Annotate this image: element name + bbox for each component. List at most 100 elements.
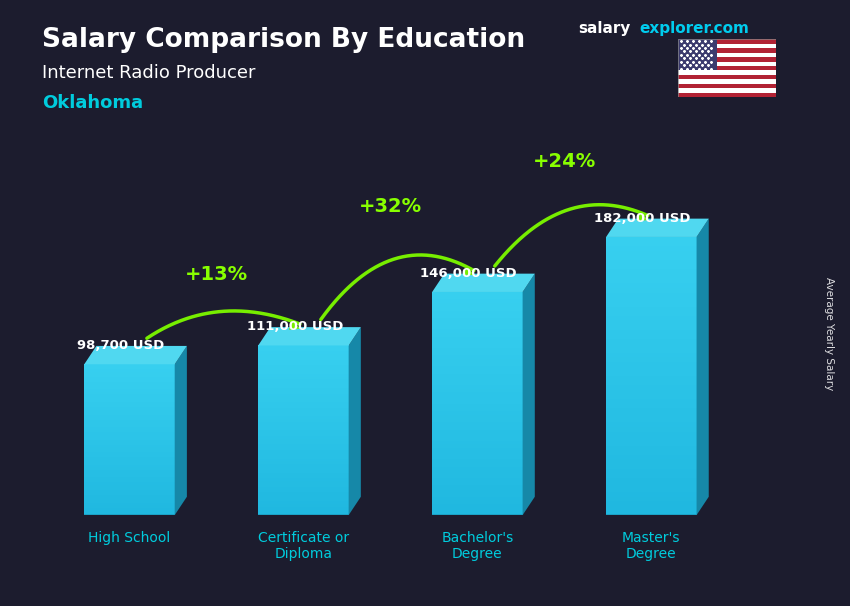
Bar [258,476,348,478]
Bar [432,370,523,374]
Text: +32%: +32% [359,196,422,216]
Bar [606,251,696,256]
Bar [606,330,696,335]
Bar [432,456,523,459]
Text: Internet Radio Producer: Internet Radio Producer [42,64,256,82]
Bar [432,396,523,400]
Bar [432,437,523,441]
Bar [678,39,776,44]
Bar [84,452,175,454]
Bar [84,513,175,515]
Bar [84,447,175,450]
Bar [84,382,175,384]
Bar [84,369,175,372]
Bar [84,404,175,407]
Bar [258,464,348,467]
Bar [258,382,348,385]
Bar [84,487,175,490]
Bar [84,435,175,437]
Bar [258,425,348,427]
Bar [606,237,696,242]
Text: Oklahoma: Oklahoma [42,94,144,112]
Bar [84,407,175,410]
Bar [678,75,776,79]
Bar [258,345,348,348]
Bar [678,53,776,57]
Bar [432,426,523,430]
Bar [432,418,523,422]
Bar [258,413,348,416]
Bar [432,385,523,388]
Bar [432,430,523,433]
Bar [432,459,523,463]
Bar [84,465,175,467]
Bar [606,335,696,339]
Bar [258,427,348,430]
Bar [678,93,776,97]
Bar [606,436,696,441]
Bar [84,458,175,460]
Bar [606,427,696,431]
Bar [258,430,348,433]
Bar [258,359,348,362]
Bar [84,384,175,387]
Bar [432,292,523,296]
Bar [432,336,523,341]
Bar [432,348,523,351]
Polygon shape [258,327,361,345]
Bar [606,390,696,395]
Bar [432,452,523,456]
Bar [432,508,523,511]
Bar [606,325,696,330]
Text: 182,000 USD: 182,000 USD [594,211,691,225]
Bar [432,474,523,478]
Bar [258,416,348,419]
Bar [258,470,348,473]
Bar [84,390,175,392]
Bar [258,447,348,450]
Bar [432,415,523,418]
Bar [258,402,348,405]
Bar [432,329,523,333]
Bar [606,395,696,399]
Bar [606,385,696,390]
Bar [432,441,523,444]
Bar [84,437,175,440]
Bar [84,395,175,397]
Bar [258,444,348,447]
Bar [678,84,776,88]
Bar [606,284,696,288]
Bar [432,470,523,474]
Bar [432,448,523,452]
Bar [258,365,348,368]
Bar [678,66,776,70]
Bar [258,498,348,501]
Bar [258,368,348,371]
Bar [606,487,696,492]
Bar [432,367,523,370]
Bar [258,351,348,354]
Bar [258,357,348,359]
Bar [606,293,696,297]
Bar [432,318,523,322]
Bar [678,79,776,84]
Bar [432,411,523,415]
Bar [606,297,696,302]
Bar [606,422,696,427]
Bar [258,374,348,376]
Bar [258,422,348,425]
Bar [432,493,523,496]
Bar [258,388,348,391]
Bar [606,506,696,510]
Bar [258,507,348,510]
Bar [258,379,348,382]
Bar [84,470,175,472]
Bar [84,377,175,379]
Bar [606,358,696,362]
Bar [606,464,696,469]
Bar [84,482,175,485]
Bar [606,501,696,506]
Bar [678,39,717,70]
Bar [606,492,696,496]
Bar [258,467,348,470]
